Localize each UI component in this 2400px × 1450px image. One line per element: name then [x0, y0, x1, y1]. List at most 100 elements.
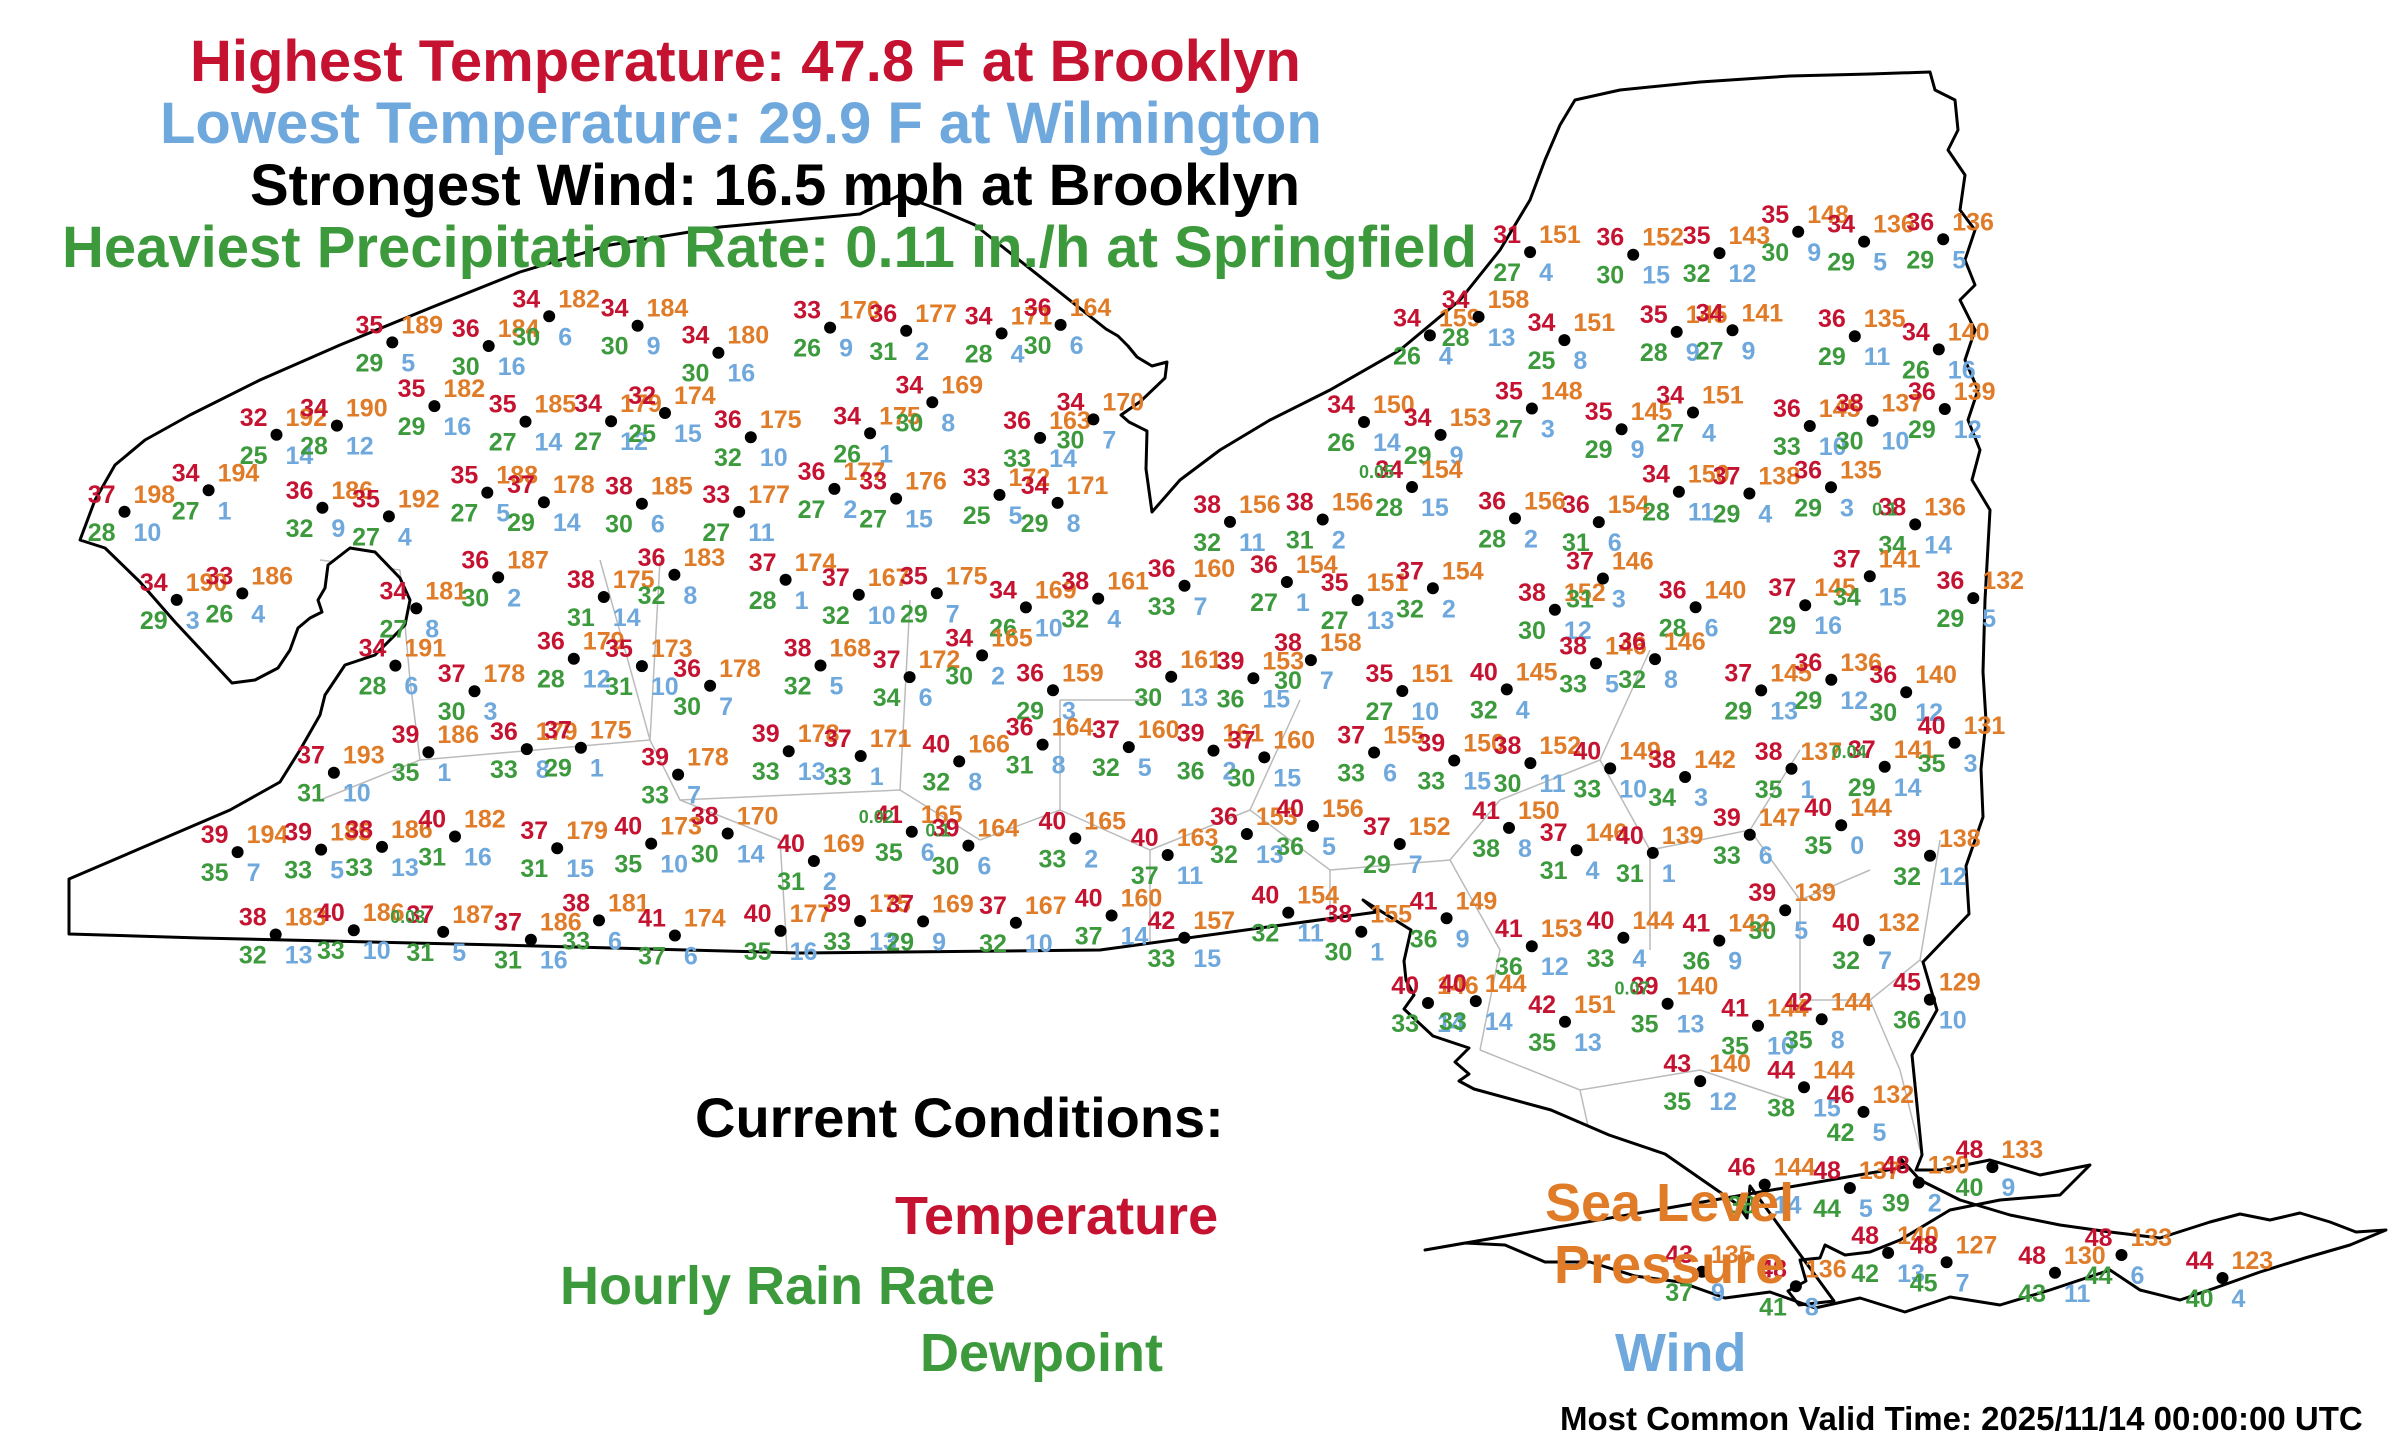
svg-text:151: 151	[1573, 309, 1615, 337]
svg-text:33: 33	[641, 782, 669, 810]
svg-text:42: 42	[1147, 907, 1175, 935]
svg-text:2: 2	[1442, 595, 1456, 623]
svg-text:34: 34	[965, 302, 993, 330]
svg-text:12: 12	[346, 433, 374, 461]
svg-text:28: 28	[965, 340, 993, 368]
svg-text:36: 36	[1908, 378, 1936, 406]
svg-text:38: 38	[567, 566, 595, 594]
svg-text:178: 178	[687, 744, 729, 772]
svg-text:0.04: 0.04	[1832, 742, 1867, 762]
svg-text:36: 36	[1869, 661, 1897, 689]
svg-text:27: 27	[450, 500, 478, 528]
svg-text:36: 36	[673, 655, 701, 683]
svg-text:34: 34	[1827, 211, 1855, 239]
svg-text:136: 136	[1805, 1255, 1847, 1283]
svg-text:40: 40	[1804, 794, 1832, 822]
svg-text:35: 35	[392, 759, 420, 787]
svg-text:37: 37	[297, 742, 325, 770]
svg-text:16: 16	[1814, 612, 1842, 640]
svg-text:35: 35	[1528, 1029, 1556, 1057]
svg-text:27: 27	[1250, 589, 1278, 617]
svg-text:8: 8	[1805, 1293, 1819, 1321]
svg-text:144: 144	[1485, 970, 1527, 998]
svg-text:41: 41	[1495, 915, 1523, 943]
svg-text:36: 36	[1562, 491, 1590, 519]
svg-text:37: 37	[824, 725, 852, 753]
svg-text:35: 35	[352, 485, 380, 513]
svg-text:33: 33	[345, 854, 373, 882]
svg-text:170: 170	[737, 803, 779, 831]
svg-text:41: 41	[638, 905, 666, 933]
svg-text:36: 36	[1006, 714, 1034, 742]
svg-text:34: 34	[379, 577, 407, 605]
svg-text:36: 36	[490, 718, 518, 746]
svg-text:34: 34	[1021, 472, 1049, 500]
svg-text:31: 31	[869, 338, 897, 366]
svg-text:40: 40	[1391, 972, 1419, 1000]
svg-text:40: 40	[922, 730, 950, 758]
svg-text:26: 26	[1327, 429, 1355, 457]
svg-text:40: 40	[1573, 737, 1601, 765]
svg-text:11: 11	[748, 519, 775, 547]
svg-text:39: 39	[823, 890, 851, 918]
svg-text:178: 178	[553, 471, 595, 499]
svg-text:32: 32	[240, 404, 268, 432]
svg-text:38: 38	[1472, 835, 1500, 863]
svg-text:37: 37	[544, 717, 572, 745]
svg-text:8: 8	[1052, 752, 1066, 780]
svg-text:192: 192	[398, 485, 440, 513]
svg-text:36: 36	[1478, 487, 1506, 515]
svg-text:37: 37	[520, 817, 548, 845]
svg-text:35: 35	[201, 859, 229, 887]
svg-text:29: 29	[1768, 612, 1796, 640]
svg-text:194: 194	[218, 459, 260, 487]
svg-text:30: 30	[1494, 770, 1522, 798]
svg-text:30: 30	[1057, 426, 1085, 454]
svg-text:7: 7	[1320, 667, 1334, 695]
svg-text:38: 38	[784, 635, 812, 663]
svg-text:158: 158	[1488, 286, 1530, 314]
svg-text:0.02: 0.02	[859, 807, 894, 827]
svg-text:131: 131	[1964, 712, 2006, 740]
svg-text:27: 27	[352, 523, 380, 551]
svg-text:166: 166	[968, 730, 1010, 758]
svg-text:0: 0	[1850, 832, 1864, 860]
svg-text:186: 186	[437, 721, 479, 749]
svg-text:8: 8	[1573, 347, 1587, 375]
svg-text:36: 36	[1410, 925, 1438, 953]
svg-text:32: 32	[1210, 841, 1238, 869]
svg-text:42: 42	[1528, 991, 1556, 1019]
svg-text:36: 36	[1893, 1007, 1921, 1035]
svg-text:48: 48	[1851, 1222, 1879, 1250]
svg-text:30: 30	[1836, 428, 1864, 456]
svg-text:28: 28	[1442, 324, 1470, 352]
svg-text:3: 3	[1612, 586, 1626, 614]
svg-text:169: 169	[823, 830, 865, 858]
svg-text:36: 36	[1818, 305, 1846, 333]
svg-text:27: 27	[489, 429, 517, 457]
svg-text:2: 2	[1524, 525, 1538, 553]
svg-text:6: 6	[1070, 332, 1084, 360]
svg-text:37: 37	[1768, 574, 1796, 602]
svg-text:31: 31	[777, 868, 805, 896]
svg-text:6: 6	[2131, 1262, 2145, 1290]
svg-text:36: 36	[1906, 208, 1934, 236]
svg-text:37: 37	[1363, 813, 1391, 841]
svg-text:132: 132	[1982, 567, 2024, 595]
svg-text:36: 36	[798, 458, 826, 486]
svg-text:11: 11	[1297, 920, 1324, 948]
svg-text:123: 123	[2232, 1247, 2274, 1275]
svg-text:28: 28	[1640, 339, 1668, 367]
svg-text:4: 4	[2232, 1285, 2246, 1313]
svg-text:6: 6	[977, 853, 991, 881]
svg-text:9: 9	[839, 335, 853, 363]
svg-text:33: 33	[823, 928, 851, 956]
svg-text:36: 36	[638, 544, 666, 572]
svg-text:151: 151	[1702, 382, 1744, 410]
svg-text:39: 39	[1882, 1190, 1910, 1218]
svg-text:16: 16	[498, 353, 526, 381]
svg-text:8: 8	[1831, 1026, 1845, 1054]
svg-text:33: 33	[205, 562, 233, 590]
svg-text:4: 4	[1632, 945, 1646, 973]
svg-text:14: 14	[1894, 774, 1922, 802]
